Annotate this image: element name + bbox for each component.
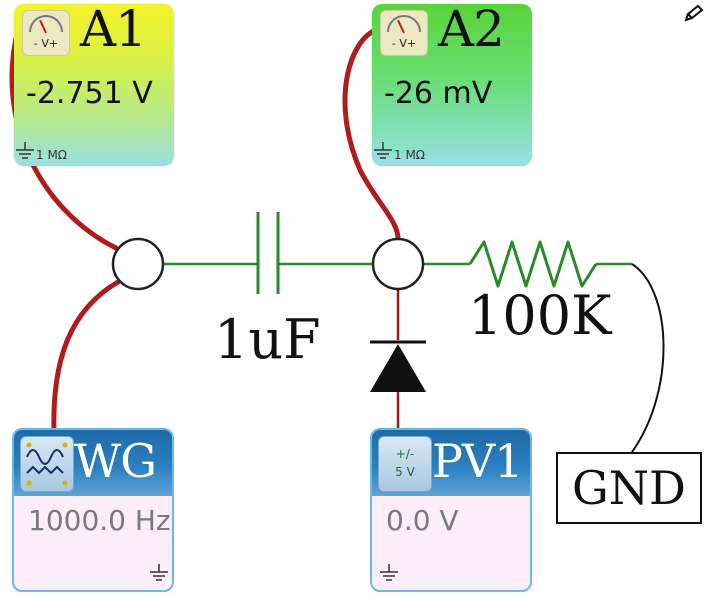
- wire-wg-node1: [51, 279, 121, 435]
- box-header: +/- 5 V PV1: [372, 430, 530, 496]
- box-title: WG: [74, 434, 157, 488]
- wire-res-gnd: [631, 263, 665, 453]
- programmable-voltage-pv1[interactable]: +/- 5 V PV1 0.0 V: [370, 428, 532, 592]
- capacitor-label: 1uF: [214, 308, 321, 371]
- ground-icon: [150, 564, 168, 581]
- ground-terminal[interactable]: GND: [556, 452, 702, 524]
- pv1-voltage: 0.0 V: [386, 504, 459, 537]
- meter-title: A1: [80, 4, 147, 58]
- gauge-icon: - V+: [22, 10, 70, 56]
- resistor-zigzag: [468, 240, 598, 288]
- ground-icon: [380, 564, 398, 581]
- meter-title: A2: [438, 4, 505, 58]
- gauge-label: - V+: [391, 37, 417, 50]
- meter-reading: -2.751 V: [26, 76, 153, 111]
- meter-impedance: 1 MΩ: [372, 142, 425, 162]
- ground-icon: [16, 142, 34, 159]
- pv-icon-bottom: 5 V: [395, 465, 415, 479]
- box-header: WG: [14, 430, 172, 496]
- impedance-text: 1 MΩ: [36, 148, 67, 162]
- meter-impedance: 1 MΩ: [14, 142, 67, 162]
- gauge-label: - V+: [33, 37, 59, 50]
- meter-reading: -26 mV: [384, 76, 493, 111]
- diode-triangle: [370, 344, 426, 392]
- pencil-icon[interactable]: [684, 4, 704, 24]
- waveform-icon: [20, 436, 74, 492]
- voltmeter-a2[interactable]: - V+ A2 -26 mV 1 MΩ: [372, 4, 532, 166]
- voltage-source-icon: +/- 5 V: [378, 436, 432, 492]
- resistor-label: 100K: [468, 284, 612, 347]
- junction-node-2[interactable]: [371, 237, 425, 291]
- gauge-dial: [387, 15, 421, 32]
- gauge-dial: [29, 15, 63, 32]
- voltmeter-a1[interactable]: - V+ A1 -2.751 V 1 MΩ: [14, 4, 174, 166]
- impedance-text: 1 MΩ: [394, 148, 425, 162]
- gauge-icon: - V+: [380, 10, 428, 56]
- box-title: PV1: [432, 434, 523, 488]
- wire-a2-probe: [342, 27, 401, 245]
- waveform-generator-wg[interactable]: WG 1000.0 Hz: [12, 428, 174, 592]
- wg-frequency: 1000.0 Hz: [28, 504, 171, 537]
- junction-node-1[interactable]: [111, 237, 165, 291]
- pv-icon-top: +/-: [395, 447, 415, 461]
- ground-icon: [374, 142, 392, 159]
